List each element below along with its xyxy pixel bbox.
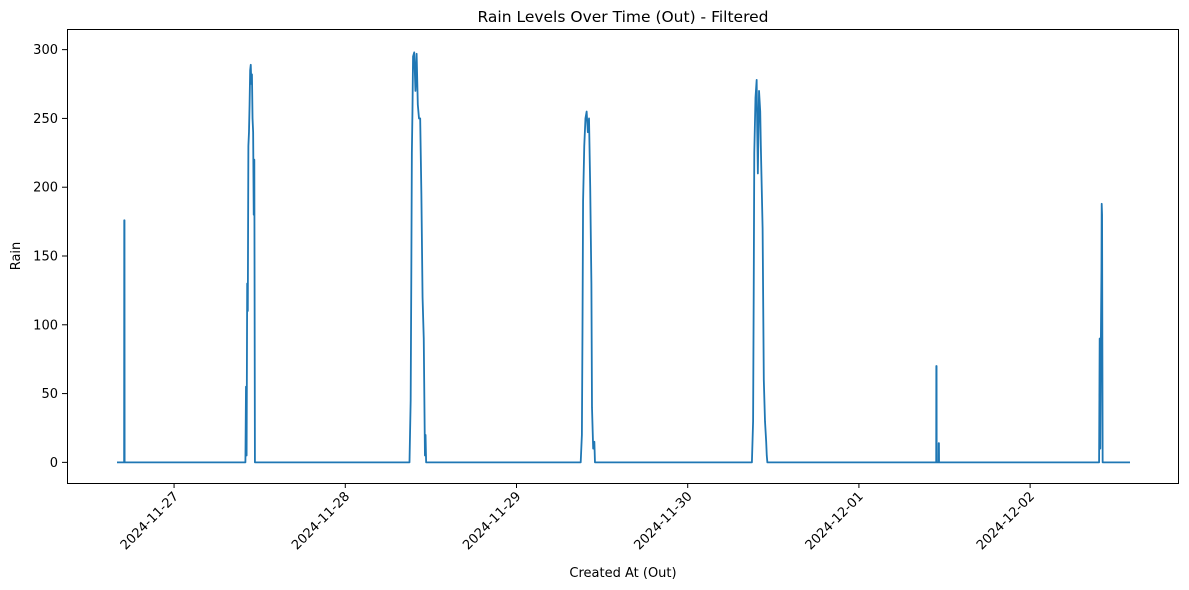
y-tick-label: 150 — [33, 250, 58, 265]
y-tick-label: 250 — [33, 112, 58, 127]
rain-series-line — [117, 51, 1130, 464]
x-axis: 2024-11-27 2024-11-28 2024-11-29 2024-11-30… — [118, 483, 1038, 553]
y-tick-label: 50 — [41, 387, 58, 402]
chart-title: Rain Levels Over Time (Out) - Filtered — [477, 8, 768, 26]
x-tick-label: 2024-12-02 — [974, 489, 1038, 553]
y-tick-label: 100 — [33, 318, 58, 333]
plot-frame — [67, 29, 1179, 484]
x-tick-label: 2024-11-29 — [460, 489, 524, 553]
y-tick-label: 300 — [33, 43, 58, 58]
x-tick-label: 2024-12-01 — [803, 489, 867, 553]
y-axis: 0 50 100 150 200 250 300 — [33, 43, 67, 471]
x-tick-label: 2024-11-30 — [631, 489, 695, 553]
y-tick-label: 200 — [33, 181, 58, 196]
x-axis-label: Created At (Out) — [569, 566, 676, 581]
y-tick-label: 0 — [50, 456, 58, 471]
plot-area — [67, 29, 1179, 484]
x-tick-label: 2024-11-27 — [118, 489, 182, 553]
y-axis-label: Rain — [9, 242, 24, 271]
x-tick-label: 2024-11-28 — [289, 489, 353, 553]
